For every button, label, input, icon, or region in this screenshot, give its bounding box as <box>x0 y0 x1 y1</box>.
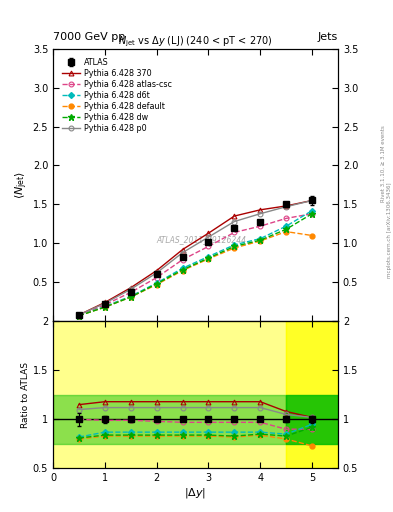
Pythia 6.428 p0 <box>232 219 237 225</box>
Pythia 6.428 d6t <box>232 242 237 248</box>
Pythia 6.428 default <box>129 294 133 300</box>
Text: ATLAS_2011_S9126244: ATLAS_2011_S9126244 <box>156 235 246 244</box>
Pythia 6.428 370 <box>284 203 288 209</box>
Pythia 6.428 d6t <box>206 253 211 260</box>
Pythia 6.428 dw <box>129 294 133 300</box>
Line: Pythia 6.428 dw: Pythia 6.428 dw <box>76 210 315 319</box>
Pythia 6.428 default <box>206 256 211 262</box>
Pythia 6.428 default <box>232 245 237 251</box>
Pythia 6.428 p0 <box>103 300 107 306</box>
Pythia 6.428 d6t <box>180 265 185 271</box>
Pythia 6.428 atlas-csc <box>284 216 288 222</box>
Pythia 6.428 default <box>284 228 288 234</box>
Y-axis label: $\langle N_\mathrm{jet}\rangle$: $\langle N_\mathrm{jet}\rangle$ <box>13 170 30 199</box>
Pythia 6.428 dw <box>258 237 263 243</box>
Pythia 6.428 dw <box>206 255 211 261</box>
Pythia 6.428 d6t <box>154 280 159 286</box>
Line: Pythia 6.428 370: Pythia 6.428 370 <box>77 198 314 317</box>
Pythia 6.428 370 <box>129 285 133 291</box>
Bar <box>286 395 338 444</box>
Pythia 6.428 atlas-csc <box>77 312 81 318</box>
Pythia 6.428 dw <box>284 226 288 232</box>
Title: $N_\mathrm{jet}$ vs $\Delta y$ (LJ) (240 < pT < 270): $N_\mathrm{jet}$ vs $\Delta y$ (LJ) (240… <box>118 34 273 49</box>
Text: Rivet 3.1.10, ≥ 3.1M events: Rivet 3.1.10, ≥ 3.1M events <box>381 125 386 202</box>
Pythia 6.428 dw <box>232 243 237 249</box>
Pythia 6.428 p0 <box>206 234 211 240</box>
Pythia 6.428 370 <box>180 246 185 252</box>
Pythia 6.428 d6t <box>284 223 288 229</box>
Pythia 6.428 370 <box>310 198 314 204</box>
Pythia 6.428 dw <box>180 267 185 273</box>
Text: mcplots.cern.ch [arXiv:1306.3436]: mcplots.cern.ch [arXiv:1306.3436] <box>387 183 391 278</box>
X-axis label: $|\Delta y|$: $|\Delta y|$ <box>184 486 207 500</box>
Pythia 6.428 atlas-csc <box>154 274 159 281</box>
Pythia 6.428 atlas-csc <box>180 257 185 263</box>
Pythia 6.428 370 <box>103 300 107 306</box>
Pythia 6.428 dw <box>154 281 159 287</box>
Line: Pythia 6.428 atlas-csc: Pythia 6.428 atlas-csc <box>77 211 314 317</box>
Pythia 6.428 p0 <box>154 270 159 276</box>
Pythia 6.428 atlas-csc <box>206 243 211 249</box>
Pythia 6.428 p0 <box>77 312 81 318</box>
Pythia 6.428 default <box>310 232 314 239</box>
Pythia 6.428 atlas-csc <box>129 289 133 295</box>
Pythia 6.428 370 <box>232 213 237 219</box>
Pythia 6.428 d6t <box>310 207 314 214</box>
Pythia 6.428 370 <box>154 267 159 273</box>
Y-axis label: Ratio to ATLAS: Ratio to ATLAS <box>21 362 30 428</box>
Pythia 6.428 dw <box>103 304 107 310</box>
Line: Pythia 6.428 p0: Pythia 6.428 p0 <box>77 198 314 317</box>
Pythia 6.428 p0 <box>129 286 133 292</box>
Pythia 6.428 default <box>180 267 185 273</box>
Pythia 6.428 d6t <box>129 293 133 300</box>
Pythia 6.428 p0 <box>310 198 314 204</box>
Line: Pythia 6.428 default: Pythia 6.428 default <box>77 229 314 318</box>
Pythia 6.428 default <box>103 304 107 310</box>
Pythia 6.428 p0 <box>284 204 288 210</box>
Bar <box>53 395 286 444</box>
Pythia 6.428 370 <box>77 312 81 318</box>
Bar <box>286 321 338 468</box>
Text: 7000 GeV pp: 7000 GeV pp <box>53 32 125 42</box>
Pythia 6.428 atlas-csc <box>258 223 263 229</box>
Pythia 6.428 d6t <box>258 236 263 242</box>
Pythia 6.428 default <box>154 282 159 288</box>
Pythia 6.428 dw <box>310 210 314 217</box>
Pythia 6.428 default <box>77 313 81 319</box>
Pythia 6.428 atlas-csc <box>232 229 237 236</box>
Pythia 6.428 d6t <box>103 303 107 309</box>
Pythia 6.428 d6t <box>77 313 81 319</box>
Legend: ATLAS, Pythia 6.428 370, Pythia 6.428 atlas-csc, Pythia 6.428 d6t, Pythia 6.428 : ATLAS, Pythia 6.428 370, Pythia 6.428 at… <box>60 55 174 135</box>
Pythia 6.428 370 <box>258 207 263 213</box>
Pythia 6.428 370 <box>206 230 211 236</box>
Pythia 6.428 atlas-csc <box>103 302 107 308</box>
Pythia 6.428 p0 <box>180 249 185 255</box>
Pythia 6.428 atlas-csc <box>310 210 314 217</box>
Pythia 6.428 p0 <box>258 210 263 217</box>
Text: Jets: Jets <box>318 32 338 42</box>
Bar <box>53 321 286 468</box>
Line: Pythia 6.428 d6t: Pythia 6.428 d6t <box>77 208 314 318</box>
Pythia 6.428 default <box>258 238 263 244</box>
Pythia 6.428 dw <box>77 313 81 319</box>
